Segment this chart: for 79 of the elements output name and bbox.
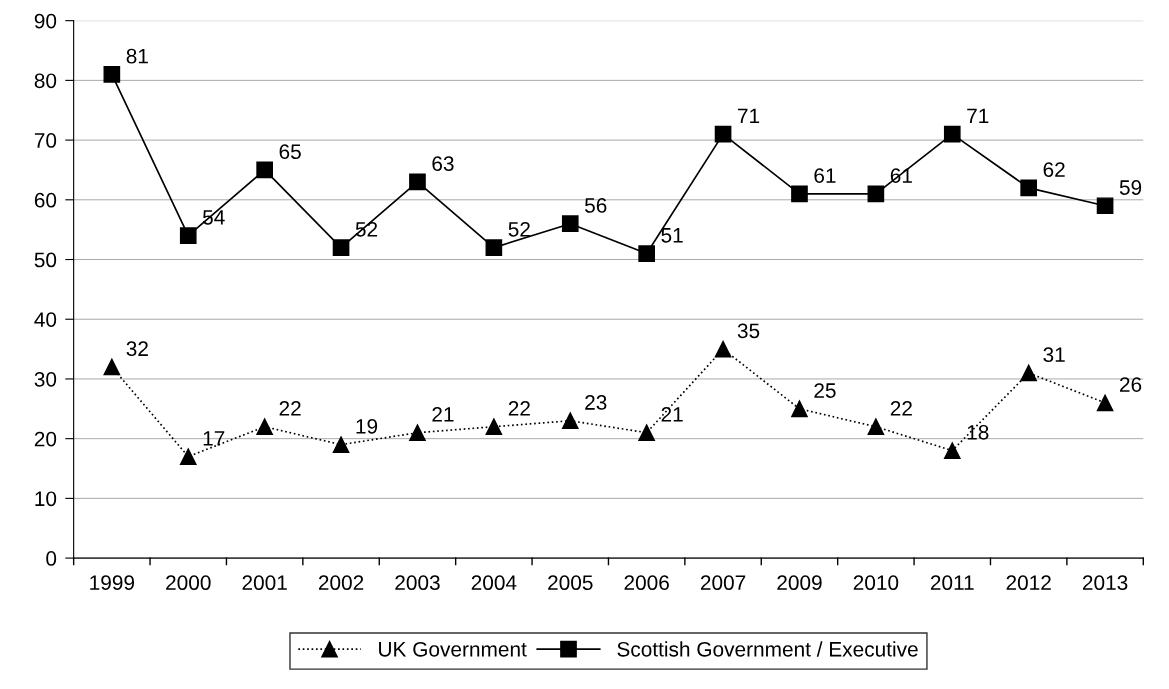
point bbox=[561, 412, 579, 430]
point bbox=[485, 418, 503, 436]
point bbox=[714, 340, 732, 358]
point bbox=[256, 161, 273, 179]
point bbox=[1096, 394, 1114, 412]
point bbox=[791, 185, 808, 203]
data-label: 26 bbox=[1120, 377, 1142, 392]
data-label: 71 bbox=[967, 108, 989, 124]
data-label: 31 bbox=[1043, 347, 1065, 363]
point bbox=[1020, 179, 1038, 197]
point bbox=[638, 245, 655, 262]
y-tick-label: 20 bbox=[34, 431, 57, 447]
x-tick-label: 2003 bbox=[395, 575, 440, 591]
point bbox=[867, 418, 885, 436]
x-tick-label: 2001 bbox=[242, 575, 287, 591]
point bbox=[256, 418, 273, 436]
y-tick-label: 10 bbox=[35, 491, 57, 507]
data-label: 59 bbox=[1119, 180, 1142, 195]
data-label: 81 bbox=[126, 48, 148, 64]
point bbox=[179, 448, 197, 465]
data-label: 25 bbox=[814, 383, 836, 398]
point bbox=[943, 125, 961, 143]
y-tick-label: 80 bbox=[34, 73, 57, 89]
point bbox=[409, 424, 426, 442]
data-label: 21 bbox=[661, 407, 683, 422]
data-label: 22 bbox=[890, 401, 912, 416]
point bbox=[179, 227, 197, 244]
data-label: 18 bbox=[967, 424, 989, 440]
legend-label: UK Government bbox=[379, 641, 527, 657]
point bbox=[103, 358, 121, 376]
legend-label: Scottish Government / Executive bbox=[617, 641, 918, 657]
x-tick-label: 2006 bbox=[624, 575, 669, 591]
point bbox=[485, 239, 503, 256]
point bbox=[943, 442, 961, 459]
data-label: 63 bbox=[432, 156, 454, 171]
data-label: 17 bbox=[203, 431, 225, 446]
point bbox=[867, 185, 885, 203]
data-label: 22 bbox=[508, 401, 530, 416]
point bbox=[714, 125, 732, 143]
x-tick-label: 2012 bbox=[1006, 575, 1051, 591]
x-tick-label: 2005 bbox=[548, 575, 593, 591]
point bbox=[561, 215, 579, 233]
data-label: 32 bbox=[126, 341, 148, 357]
y-tick-label: 60 bbox=[34, 192, 57, 208]
y-tick-label: 50 bbox=[34, 252, 57, 268]
x-tick-label: 2010 bbox=[853, 575, 899, 591]
x-tick-label: 2009 bbox=[777, 575, 822, 591]
data-label: 35 bbox=[737, 323, 760, 339]
data-label: 62 bbox=[1043, 162, 1065, 177]
y-tick-label: 70 bbox=[34, 133, 57, 148]
data-label: 23 bbox=[585, 395, 607, 410]
data-label: 21 bbox=[432, 407, 454, 422]
x-tick-label: 2002 bbox=[318, 575, 364, 591]
y-tick-label: 90 bbox=[34, 13, 57, 29]
x-tick-label: 1999 bbox=[90, 575, 135, 591]
data-label: 61 bbox=[814, 168, 836, 183]
data-label: 22 bbox=[279, 401, 301, 416]
x-tick-label: 2007 bbox=[700, 575, 746, 591]
data-label: 65 bbox=[279, 144, 301, 160]
x-tick-label: 2004 bbox=[471, 575, 517, 591]
data-label: 19 bbox=[356, 418, 378, 434]
point bbox=[1020, 364, 1038, 382]
point bbox=[332, 239, 350, 256]
point bbox=[638, 424, 655, 442]
point bbox=[332, 436, 350, 453]
y-tick-label: 0 bbox=[46, 551, 57, 566]
y-tick-label: 30 bbox=[34, 371, 57, 387]
data-label: 56 bbox=[584, 198, 607, 213]
point bbox=[103, 66, 121, 83]
x-tick-label: 2013 bbox=[1082, 575, 1128, 591]
x-tick-label: 2000 bbox=[166, 575, 211, 591]
point bbox=[409, 173, 426, 191]
point bbox=[791, 400, 808, 418]
point bbox=[1096, 197, 1114, 215]
y-tick-label: 40 bbox=[34, 312, 57, 327]
x-tick-label: 2011 bbox=[930, 575, 974, 591]
data-label: 51 bbox=[661, 228, 683, 243]
data-label: 71 bbox=[738, 108, 760, 124]
data-label: 52 bbox=[508, 221, 530, 237]
